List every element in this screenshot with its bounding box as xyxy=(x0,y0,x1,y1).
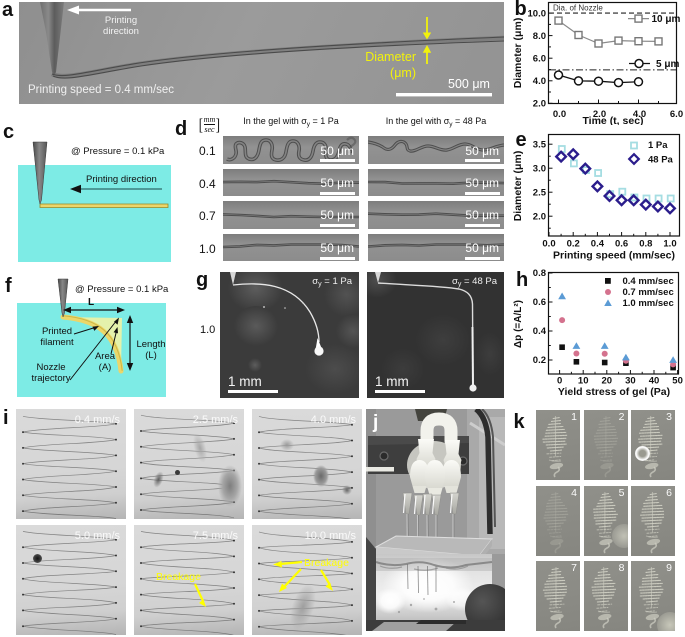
svg-text:Printing speed (mm/sec): Printing speed (mm/sec) xyxy=(553,250,675,262)
svg-text:0.0: 0.0 xyxy=(553,109,566,120)
svg-text:20: 20 xyxy=(602,376,613,387)
svg-text:0.7 mm/sec: 0.7 mm/sec xyxy=(623,287,674,298)
svg-text:Dia. of Nozzle: Dia. of Nozzle xyxy=(553,4,603,13)
svg-text:10 μm: 10 μm xyxy=(652,14,681,25)
svg-text:1.0: 1.0 xyxy=(663,239,676,250)
svg-text:1 Pa: 1 Pa xyxy=(648,140,668,151)
svg-text:2.5: 2.5 xyxy=(533,187,547,198)
svg-text:6.0: 6.0 xyxy=(670,109,683,120)
svg-text:3.0: 3.0 xyxy=(533,163,546,174)
svg-text:0.8: 0.8 xyxy=(533,268,546,279)
svg-text:0.4 mm/sec: 0.4 mm/sec xyxy=(623,276,674,287)
svg-text:Diameter (μm): Diameter (μm) xyxy=(512,18,524,89)
svg-text:0.6: 0.6 xyxy=(615,239,628,250)
svg-text:Time (t, sec): Time (t, sec) xyxy=(582,115,643,125)
svg-text:4.0: 4.0 xyxy=(533,76,546,87)
svg-text:0.4: 0.4 xyxy=(533,326,547,337)
svg-text:0.4: 0.4 xyxy=(591,239,605,250)
svg-text:0.2: 0.2 xyxy=(567,239,580,250)
svg-text:10.0: 10.0 xyxy=(528,8,547,19)
svg-text:2.0: 2.0 xyxy=(533,99,546,110)
svg-text:8.0: 8.0 xyxy=(533,31,546,42)
svg-text:2.0: 2.0 xyxy=(533,211,546,222)
svg-text:30: 30 xyxy=(625,376,636,387)
svg-text:10: 10 xyxy=(578,376,589,387)
svg-text:Diameter (μm): Diameter (μm) xyxy=(512,151,524,222)
svg-text:5 μm: 5 μm xyxy=(656,59,679,70)
svg-text:0.8: 0.8 xyxy=(639,239,652,250)
svg-text:1.0 mm/sec: 1.0 mm/sec xyxy=(623,298,674,309)
svg-text:6.0: 6.0 xyxy=(533,54,546,65)
svg-text:Yield stress of gel (Pa): Yield stress of gel (Pa) xyxy=(558,386,670,398)
svg-text:50: 50 xyxy=(672,376,683,387)
svg-text:0.6: 0.6 xyxy=(533,297,546,308)
svg-text:2.0: 2.0 xyxy=(593,109,606,120)
svg-text:4.0: 4.0 xyxy=(633,109,646,120)
svg-text:Δp (=A/L²): Δp (=A/L²) xyxy=(513,300,524,348)
svg-text:3.5: 3.5 xyxy=(533,139,547,150)
svg-text:0.0: 0.0 xyxy=(542,239,555,250)
svg-text:48 Pa: 48 Pa xyxy=(648,155,674,166)
svg-text:0: 0 xyxy=(557,376,562,387)
svg-text:0.2: 0.2 xyxy=(533,355,546,366)
svg-text:40: 40 xyxy=(649,376,660,387)
